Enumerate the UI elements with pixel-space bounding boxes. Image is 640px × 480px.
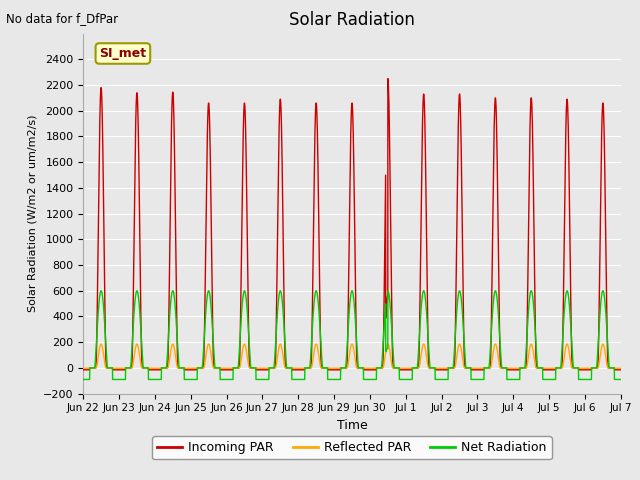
Text: SI_met: SI_met: [99, 47, 147, 60]
Y-axis label: Solar Radiation (W/m2 or um/m2/s): Solar Radiation (W/m2 or um/m2/s): [28, 115, 37, 312]
X-axis label: Time: Time: [337, 419, 367, 432]
Title: Solar Radiation: Solar Radiation: [289, 11, 415, 29]
Text: No data for f_DfPar: No data for f_DfPar: [6, 12, 118, 25]
Legend: Incoming PAR, Reflected PAR, Net Radiation: Incoming PAR, Reflected PAR, Net Radiati…: [152, 436, 552, 459]
